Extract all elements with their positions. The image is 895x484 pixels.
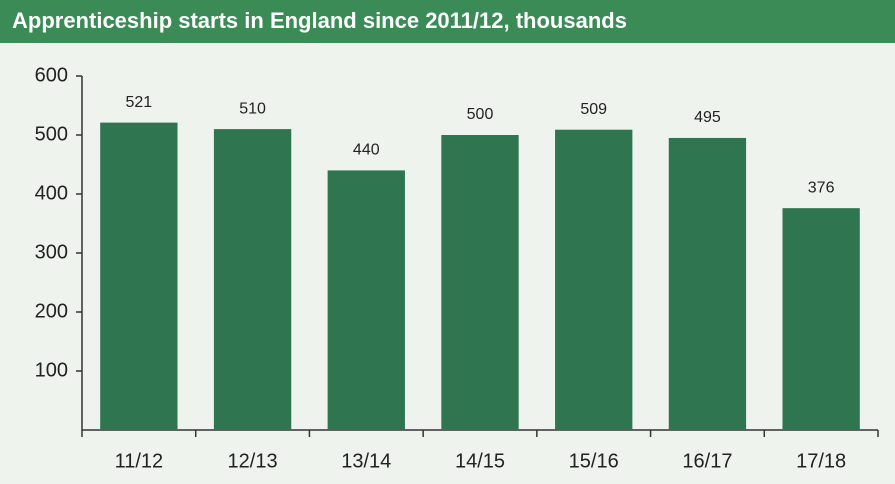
y-tick-label: 300 — [35, 241, 68, 263]
x-tick-label: 15/16 — [569, 450, 619, 472]
x-tick-label: 12/13 — [228, 450, 278, 472]
y-tick-label: 400 — [35, 182, 68, 204]
y-tick-label: 500 — [35, 123, 68, 145]
x-tick-label: 14/15 — [455, 450, 505, 472]
chart-title: Apprenticeship starts in England since 2… — [12, 8, 627, 33]
bar — [441, 135, 519, 430]
value-label: 376 — [808, 179, 835, 196]
x-tick-label: 11/12 — [115, 450, 164, 472]
bar — [782, 208, 860, 430]
value-label: 521 — [126, 94, 153, 111]
x-tick-label: 16/17 — [682, 450, 732, 472]
value-label: 500 — [467, 106, 494, 123]
bar — [668, 137, 747, 430]
bar — [555, 129, 633, 430]
title-bar — [0, 0, 895, 43]
x-tick-label: 17/18 — [796, 450, 846, 472]
bar — [327, 170, 405, 430]
value-label: 510 — [239, 100, 266, 117]
value-label: 509 — [580, 101, 607, 118]
y-tick-label: 200 — [35, 300, 68, 322]
x-tick-label: 13/14 — [341, 450, 391, 472]
value-label: 440 — [353, 142, 380, 159]
y-tick-label: 100 — [35, 359, 68, 381]
value-label: 495 — [694, 109, 721, 126]
y-tick-label: 600 — [35, 64, 68, 86]
bar — [100, 122, 178, 431]
bar — [213, 129, 292, 430]
